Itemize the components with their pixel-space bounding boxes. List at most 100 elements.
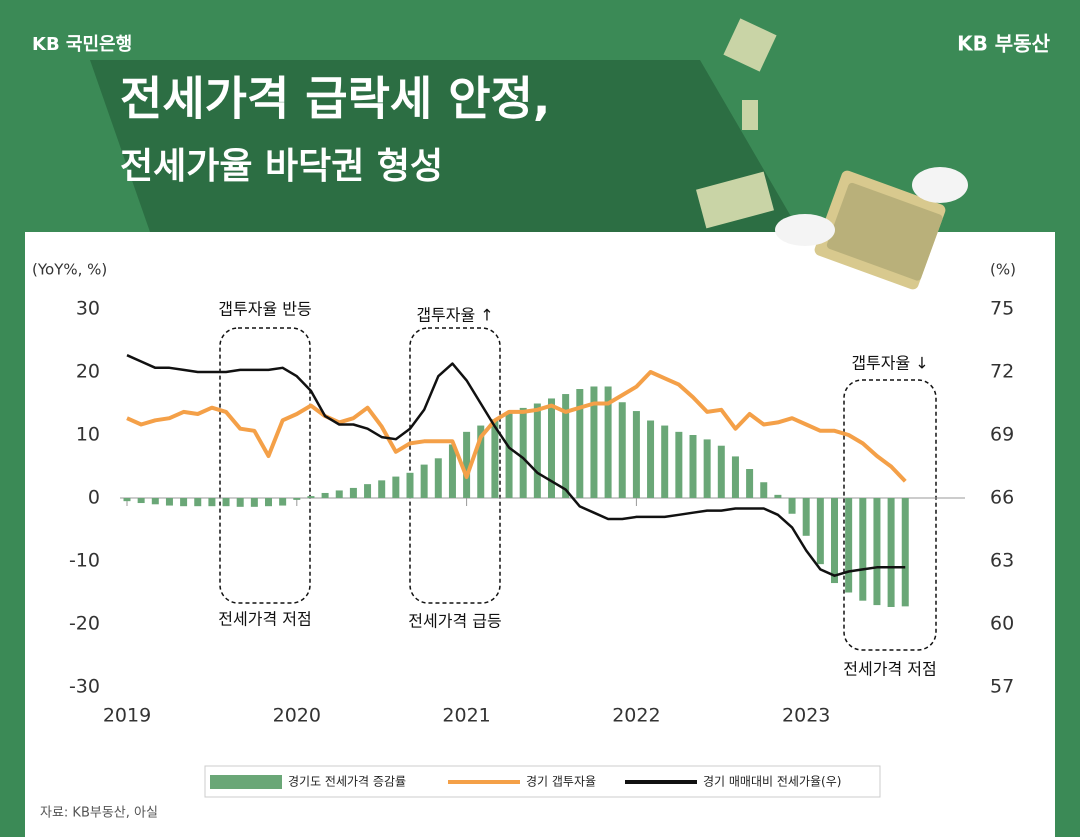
bar	[420, 464, 428, 498]
bar	[180, 498, 188, 507]
source: 자료: KB부동산, 아실	[40, 806, 158, 821]
annotation-boxes	[219, 327, 937, 651]
y2-tick-label: 66	[990, 487, 1014, 509]
bar	[562, 394, 570, 498]
y2-tick-label: 72	[990, 361, 1014, 383]
x-tick-label: 2021	[442, 705, 490, 727]
bar	[661, 425, 669, 498]
bar	[307, 496, 315, 498]
y2-tick-label: 60	[990, 613, 1014, 635]
bar	[760, 482, 768, 498]
y-tick-label: -30	[69, 676, 100, 698]
chart-panel	[25, 232, 1055, 837]
y-axis-label: (YoY%, %)	[32, 261, 107, 279]
bar	[293, 498, 301, 500]
bar	[873, 498, 881, 606]
title-band	[90, 60, 800, 232]
bar	[788, 498, 796, 514]
y2-tick-label: 69	[990, 424, 1014, 446]
bar	[887, 498, 895, 607]
annotation: 전세가격 저점	[843, 660, 936, 679]
bar	[548, 398, 555, 498]
bar	[647, 420, 655, 498]
legend-label: 경기 매매대비 전세가율(우)	[703, 775, 841, 789]
bar	[208, 498, 216, 507]
brand-left: KB 국민은행	[32, 34, 132, 55]
bar	[448, 444, 456, 498]
y2-axis-label: (%)	[990, 261, 1016, 279]
bar	[831, 498, 838, 584]
bar	[519, 407, 527, 498]
bar	[434, 458, 442, 498]
annotation: 갭투자율 반등	[218, 300, 311, 319]
y-tick-label: -10	[69, 550, 100, 572]
bar	[137, 498, 145, 504]
bar	[406, 472, 414, 498]
bar	[717, 445, 725, 498]
bar	[675, 431, 683, 498]
bar	[901, 498, 909, 607]
title-line1: 전세가격 급락세 안정,	[120, 72, 550, 126]
bar	[816, 498, 824, 565]
y2-tick-label: 57	[990, 676, 1014, 698]
x-tick-label: 2022	[612, 705, 660, 727]
bar	[491, 419, 499, 498]
bar	[165, 498, 173, 506]
bar	[364, 484, 372, 498]
y-tick-label: 30	[76, 298, 100, 320]
legend-swatch	[210, 775, 282, 789]
bar	[731, 456, 739, 498]
legend-label: 경기 갭투자율	[526, 775, 596, 789]
bar	[774, 494, 782, 498]
y-tick-label: 20	[76, 361, 100, 383]
legend-label: 경기도 전세가격 증감률	[288, 775, 406, 789]
y-tick-label: 10	[76, 424, 100, 446]
bar	[604, 386, 612, 498]
y-tick-label: 0	[88, 487, 100, 509]
bar	[279, 498, 287, 506]
brand-right: KB 부동산	[957, 32, 1051, 56]
x-tick-label: 2019	[103, 705, 151, 727]
annotation: 갭투자율 ↓	[851, 354, 928, 373]
bar	[123, 498, 131, 502]
bar	[859, 498, 867, 601]
bar	[689, 435, 697, 498]
legend-box	[204, 765, 881, 798]
line	[126, 370, 907, 483]
bar	[533, 403, 541, 498]
title-line2: 전세가율 바닥권 형성	[120, 146, 443, 187]
bar	[250, 498, 258, 507]
y-tick-label: -20	[69, 613, 100, 635]
bar	[321, 492, 329, 498]
x-tick-label: 2020	[273, 705, 321, 727]
line	[126, 354, 906, 577]
bar	[505, 412, 513, 498]
bar	[236, 498, 244, 507]
bar	[477, 425, 485, 498]
annotation: 전세가격 급등	[408, 612, 501, 631]
y2-tick-label: 75	[990, 298, 1014, 320]
bar	[618, 402, 626, 498]
bar	[590, 386, 598, 498]
bar	[392, 476, 400, 498]
annotation: 갭투자율 ↑	[416, 306, 493, 325]
bar	[349, 487, 357, 498]
money-illustration	[696, 18, 968, 290]
bar	[746, 469, 754, 498]
bar	[265, 498, 272, 507]
bar	[703, 439, 711, 498]
bar	[463, 431, 471, 498]
x-tick-label: 2023	[782, 705, 830, 727]
bar	[335, 490, 343, 498]
annotation: 전세가격 저점	[218, 610, 311, 629]
bar	[222, 498, 230, 507]
bar	[378, 480, 386, 498]
y2-tick-label: 63	[990, 550, 1014, 572]
bar	[632, 411, 640, 498]
bar	[194, 498, 202, 507]
bar	[151, 498, 159, 505]
bar	[845, 498, 853, 593]
bar	[802, 498, 810, 536]
bar	[576, 389, 584, 498]
